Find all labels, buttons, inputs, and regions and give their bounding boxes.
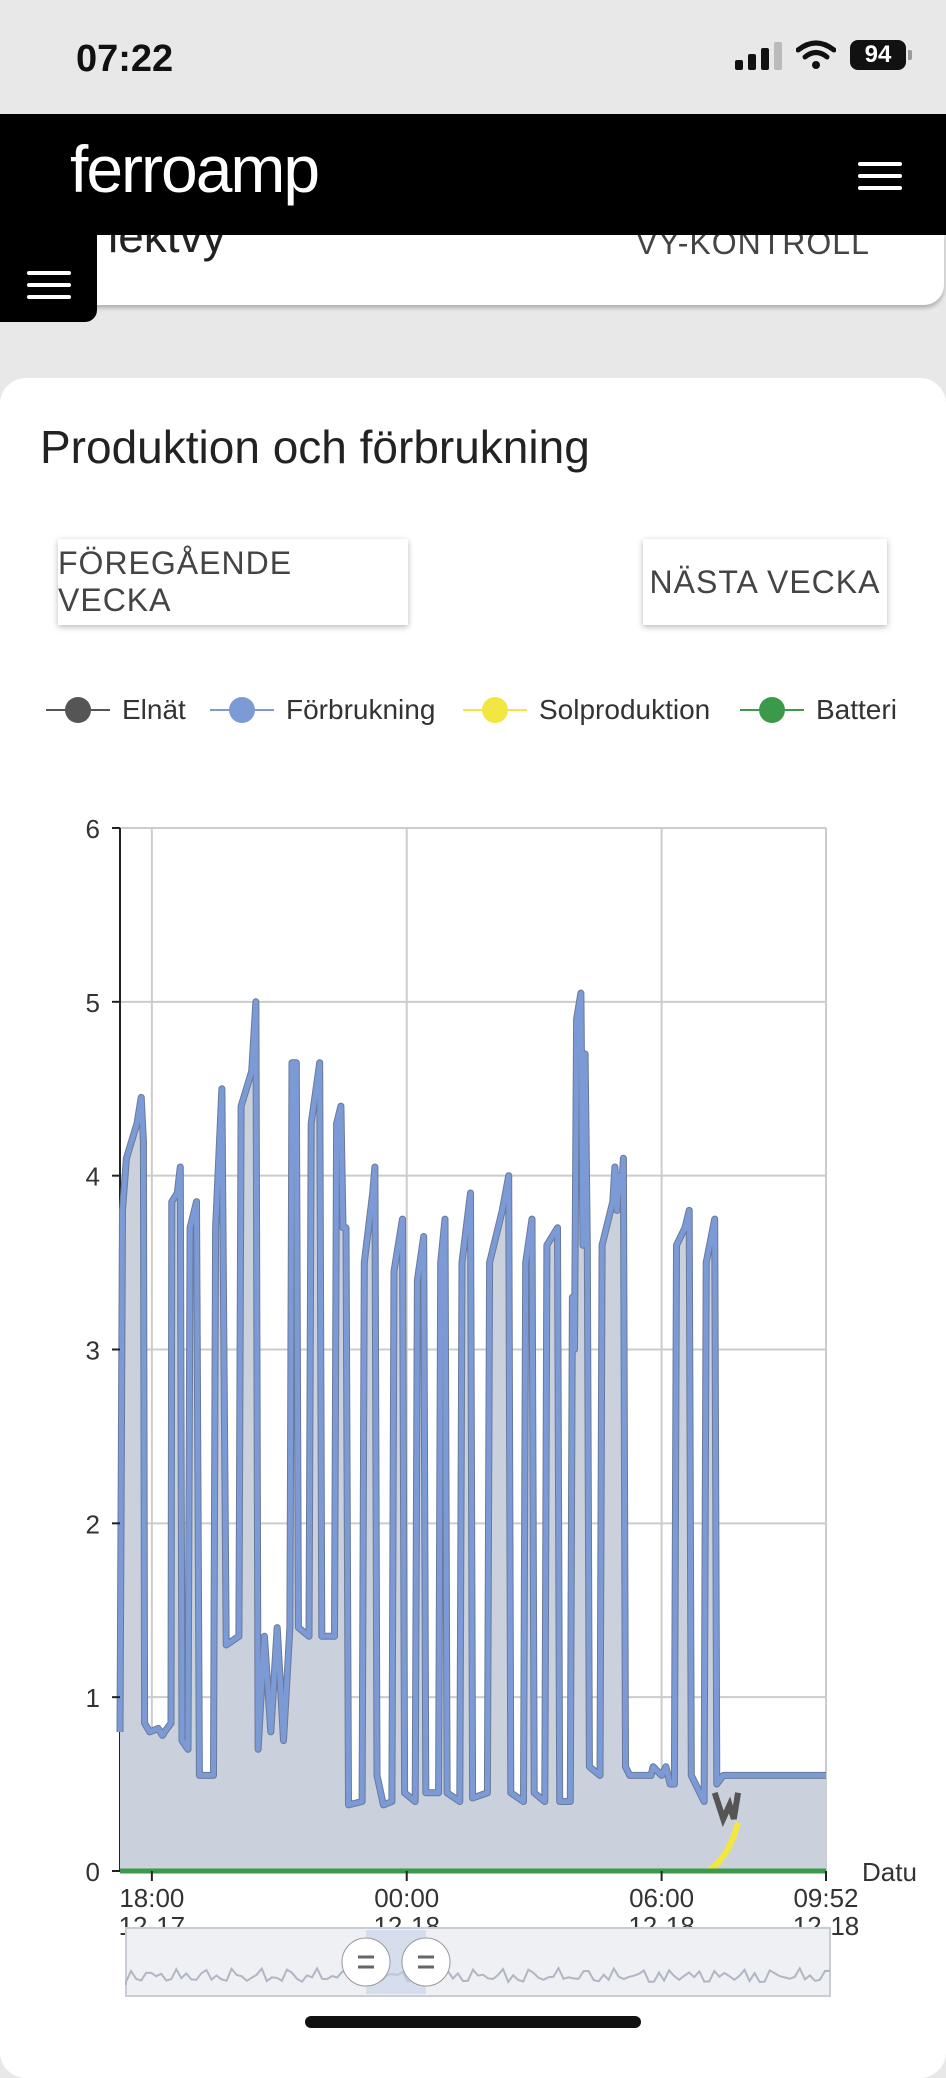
solar-series-line	[706, 1821, 741, 1874]
x-tick-time: 00:00	[374, 1883, 439, 1913]
legend-label-elnat: Elnät	[122, 694, 186, 725]
ferroamp-logo[interactable]: ferroamp	[70, 132, 320, 206]
x-tick-time: 09:52	[793, 1883, 858, 1913]
navigator-left-handle[interactable]	[341, 1937, 391, 1987]
view-tab-label[interactable]: lektvy	[108, 235, 226, 262]
y-tick-label: 3	[86, 1336, 100, 1366]
legend-label-batteri: Batteri	[816, 694, 897, 725]
y-tick-label: 2	[86, 1509, 100, 1539]
legend-item-solproduktion[interactable]: Solproduktion	[463, 690, 710, 730]
consumption-series-line	[117, 990, 826, 1808]
battery-icon: 94	[850, 40, 912, 70]
card-title: Produktion och förbrukning	[40, 421, 590, 473]
sidebar-toggle[interactable]	[0, 235, 97, 322]
x-axis-label: Datu	[862, 1857, 917, 1887]
legend-label-forbrukning: Förbrukning	[286, 694, 436, 725]
status-bar: 07:22 94	[0, 0, 946, 114]
main-menu-icon[interactable]	[858, 162, 902, 190]
wifi-icon	[796, 40, 836, 69]
range-navigator[interactable]	[125, 1927, 831, 1997]
status-time: 07:22	[76, 38, 174, 80]
legend-marker-elnat	[46, 690, 110, 730]
cellular-signal-icon	[735, 40, 782, 70]
top-navbar: ferroamp	[0, 114, 946, 235]
legend-marker-batteri	[740, 690, 804, 730]
navigator-series	[125, 1965, 831, 1985]
home-indicator	[305, 2016, 641, 2028]
status-icons: 94	[735, 40, 912, 70]
legend-label-solproduktion: Solproduktion	[539, 694, 711, 725]
chart-legend: Elnät Förbrukning Solproduktion Batteri	[0, 690, 946, 730]
view-tabs-card: lektvy VY-KONTROLL	[72, 235, 944, 305]
legend-marker-forbrukning	[210, 690, 274, 730]
view-control-tab[interactable]: VY-KONTROLL	[636, 235, 870, 261]
handle-knob	[401, 1937, 451, 1987]
next-week-button[interactable]: NÄSTA VECKA	[643, 539, 887, 625]
legend-item-elnat[interactable]: Elnät	[46, 690, 186, 730]
previous-week-button[interactable]: FÖREGÅENDE VECKA	[58, 539, 408, 625]
x-tick-time: 18:00	[119, 1883, 184, 1913]
navigator-right-handle[interactable]	[401, 1937, 451, 1987]
y-tick-label: 0	[86, 1857, 100, 1887]
y-tick-label: 6	[86, 814, 100, 844]
sidebar-menu-icon[interactable]	[27, 271, 71, 299]
legend-item-batteri[interactable]: Batteri	[740, 690, 897, 730]
y-tick-label: 4	[86, 1162, 100, 1192]
legend-item-forbrukning[interactable]: Förbrukning	[210, 690, 435, 730]
legend-marker-solproduktion	[463, 690, 527, 730]
y-tick-label: 5	[86, 988, 100, 1018]
grid-series-tail	[711, 1791, 742, 1828]
navigator-track	[125, 1927, 831, 1997]
handle-knob	[341, 1937, 391, 1987]
y-tick-label: 1	[86, 1683, 100, 1713]
x-tick-time: 06:00	[629, 1883, 694, 1913]
